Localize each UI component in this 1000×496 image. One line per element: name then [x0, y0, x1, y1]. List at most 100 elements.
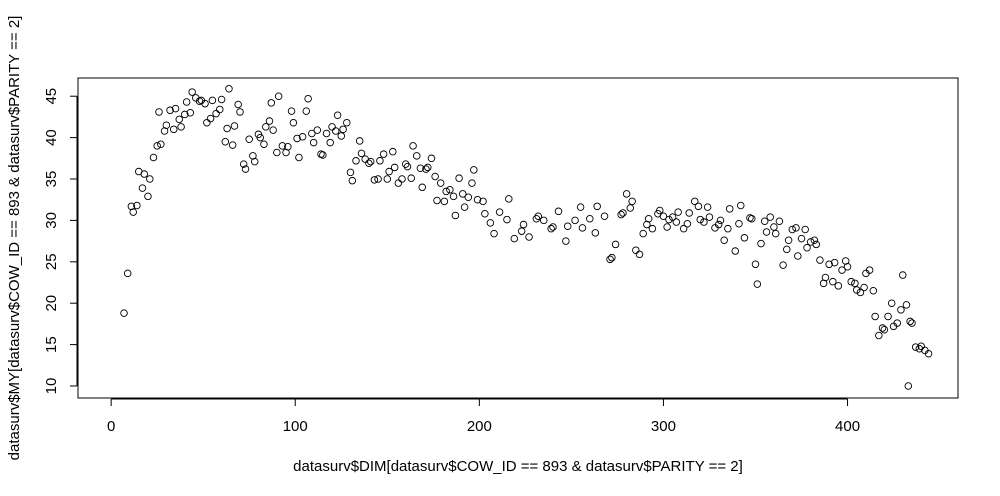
y-tick-label: 40: [43, 129, 60, 146]
point: [591, 229, 600, 237]
point: [269, 126, 277, 134]
point: [797, 234, 806, 243]
point: [606, 255, 614, 264]
point: [851, 279, 859, 288]
point: [221, 138, 230, 146]
point: [865, 266, 874, 274]
point: [422, 165, 430, 173]
point: [549, 223, 557, 231]
y-tick-label: 25: [43, 253, 60, 270]
point: [464, 193, 473, 201]
point: [562, 237, 570, 245]
point: [740, 234, 749, 242]
point: [140, 170, 149, 178]
point: [830, 258, 839, 267]
point: [348, 176, 357, 185]
point: [908, 319, 916, 327]
point: [322, 129, 331, 138]
point: [794, 252, 802, 260]
point: [153, 142, 161, 150]
point: [366, 157, 375, 166]
point: [216, 105, 224, 114]
point: [586, 215, 594, 223]
point: [576, 203, 585, 211]
point: [212, 109, 220, 118]
point: [683, 219, 692, 228]
point: [424, 163, 432, 172]
point: [775, 217, 784, 225]
point: [674, 208, 682, 216]
point: [298, 133, 307, 141]
point: [753, 280, 762, 288]
point: [389, 147, 397, 156]
point: [532, 215, 541, 223]
point: [911, 343, 920, 351]
point: [659, 212, 668, 221]
point: [206, 114, 215, 123]
point: [144, 192, 152, 201]
point: [250, 157, 259, 166]
point: [331, 127, 340, 135]
point: [133, 201, 141, 210]
point: [449, 192, 458, 201]
x-tick-label: 200: [467, 418, 492, 435]
point: [915, 344, 924, 353]
point: [157, 140, 165, 148]
point: [917, 342, 925, 351]
point: [225, 85, 233, 93]
point: [479, 197, 487, 206]
point: [626, 204, 635, 212]
point: [328, 123, 336, 131]
point: [146, 175, 154, 183]
y-tick-label: 15: [43, 336, 60, 353]
y-axis-label: datasurv$MY[datasurv$COW_ID == 893 & dat…: [6, 16, 23, 461]
point: [337, 132, 346, 140]
point: [418, 183, 427, 192]
point: [171, 104, 180, 113]
point: [333, 111, 342, 120]
point: [278, 142, 287, 150]
point: [887, 299, 896, 307]
point: [241, 165, 250, 173]
plot-box: [77, 77, 959, 399]
point: [149, 153, 158, 162]
point: [725, 205, 734, 213]
y-tick-label: 35: [43, 171, 60, 188]
point: [724, 224, 732, 233]
point: [267, 99, 276, 107]
point: [481, 210, 489, 218]
point: [510, 234, 519, 243]
point: [792, 224, 800, 232]
point: [757, 239, 765, 248]
point: [871, 312, 879, 321]
point: [223, 124, 231, 133]
point: [519, 220, 528, 229]
y-tick-label: 10: [43, 378, 60, 395]
point: [177, 123, 185, 131]
x-tick-label: 300: [651, 418, 676, 435]
point: [838, 266, 846, 274]
point: [503, 215, 511, 224]
point: [779, 261, 787, 269]
point: [376, 157, 384, 165]
point: [748, 215, 756, 223]
point: [412, 152, 421, 160]
point: [431, 172, 439, 181]
point: [273, 148, 281, 157]
point: [394, 179, 403, 187]
point: [639, 229, 647, 238]
point: [825, 260, 833, 269]
point: [262, 123, 270, 131]
point: [236, 108, 244, 116]
x-tick-label: 400: [835, 418, 860, 435]
point: [166, 106, 174, 115]
point: [245, 135, 253, 144]
point: [295, 153, 303, 162]
point: [260, 140, 268, 148]
point: [902, 301, 911, 309]
point: [319, 151, 327, 159]
point: [696, 215, 705, 224]
point: [308, 129, 316, 138]
point: [899, 271, 907, 279]
point: [385, 167, 393, 176]
